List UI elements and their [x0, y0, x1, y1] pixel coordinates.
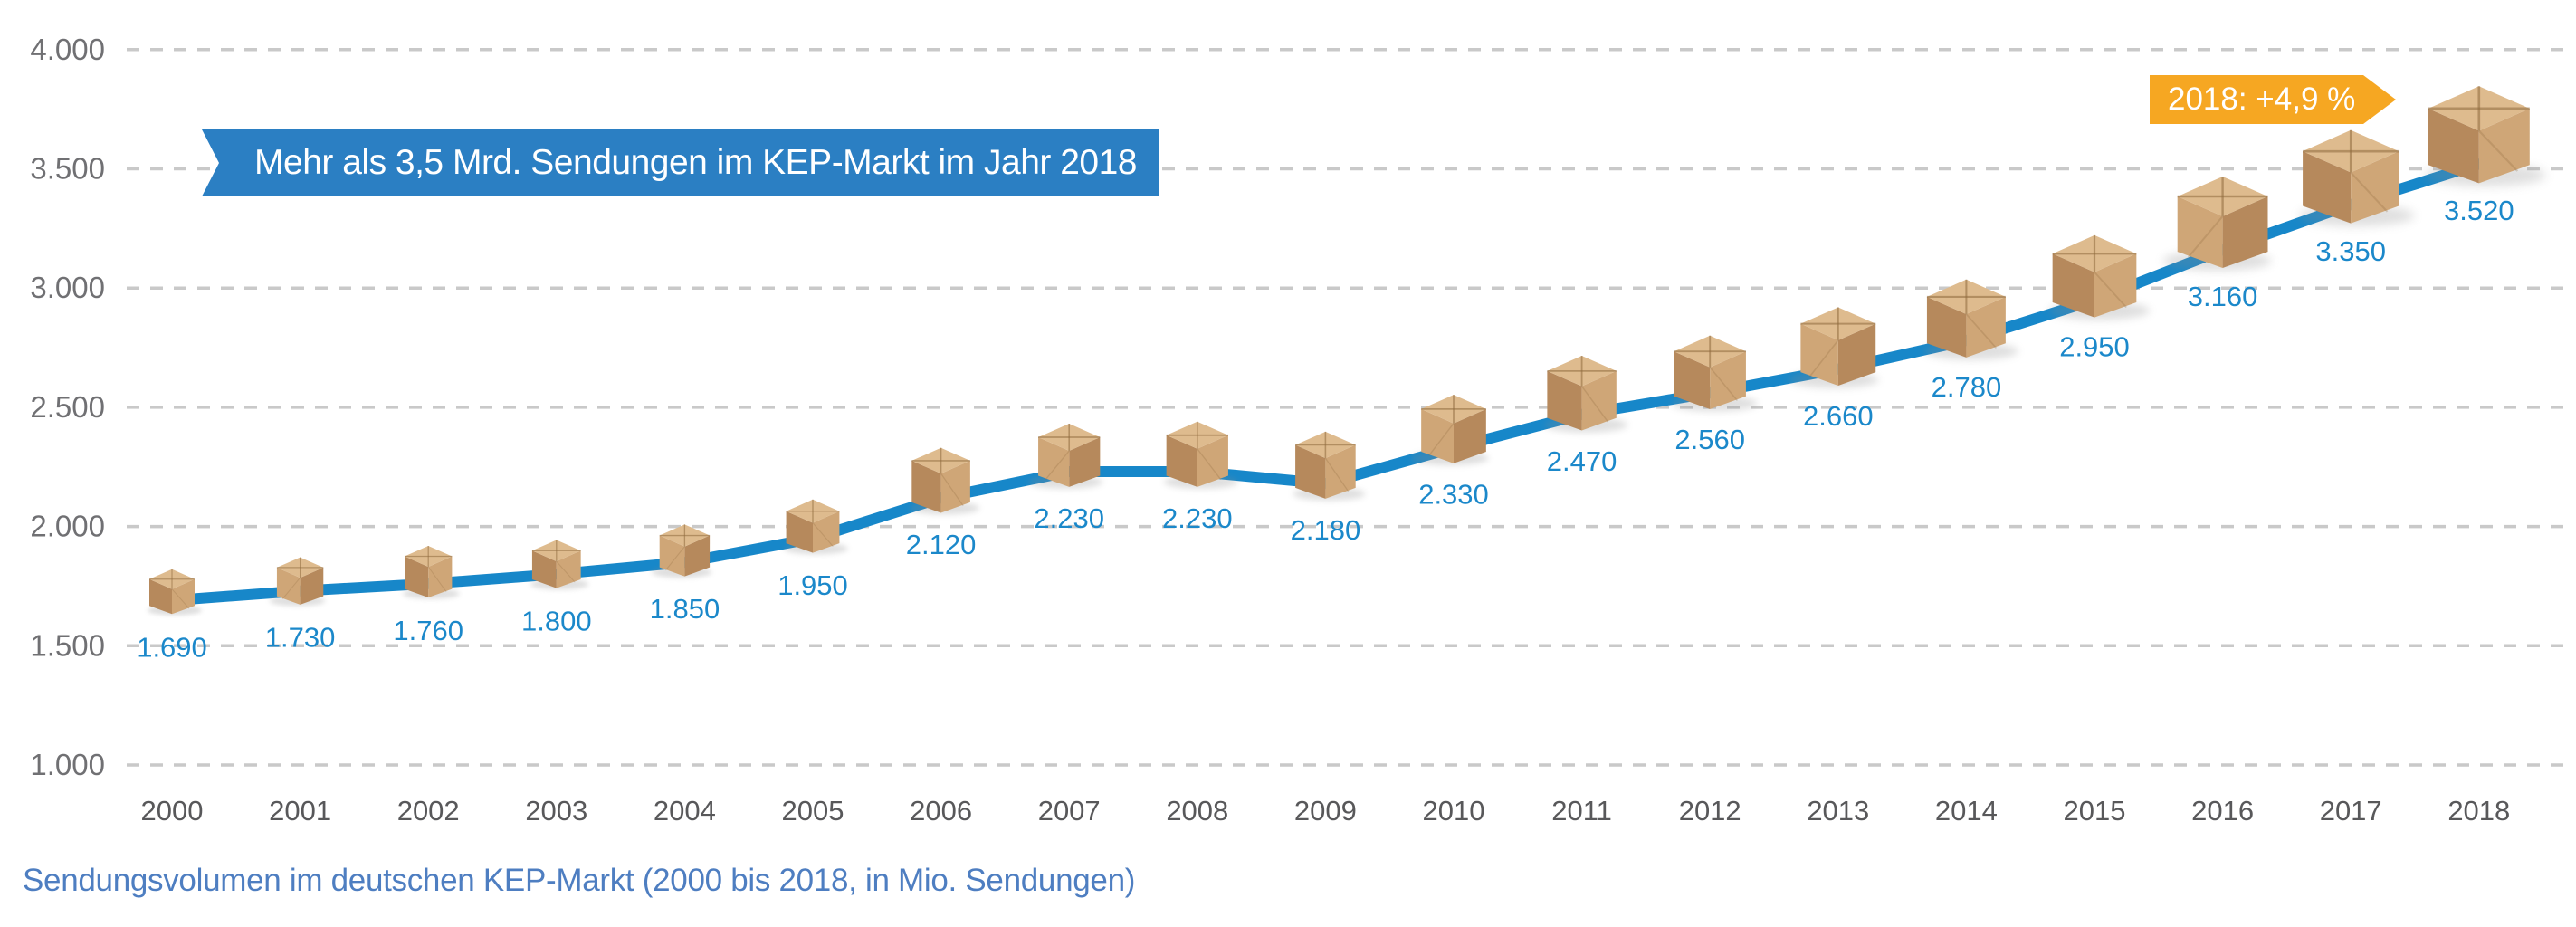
data-point-value-label: 2.780	[1932, 371, 2002, 403]
x-axis-year-label: 2015	[2064, 795, 2126, 827]
x-axis-year-label: 2014	[1935, 795, 1998, 827]
y-axis-tick-label: 2.500	[30, 390, 105, 424]
y-axis-tick-label: 2.000	[30, 510, 105, 543]
package-box-icon	[2298, 129, 2415, 226]
package-box-icon	[269, 557, 326, 607]
x-axis-year-label: 2008	[1166, 795, 1228, 827]
growth-arrow-badge-text: 2018: +4,9 %	[2168, 81, 2356, 117]
x-axis-year-label: 2013	[1807, 795, 1869, 827]
x-axis-year-label: 2000	[141, 795, 204, 827]
headline-ribbon-text: Mehr als 3,5 Mrd. Sendungen im KEP-Markt…	[254, 143, 1137, 182]
data-point-value-label: 2.180	[1291, 514, 1361, 546]
x-axis-year-label: 2009	[1294, 795, 1357, 827]
package-box-icon	[1923, 279, 2018, 360]
data-point-value-label: 3.520	[2444, 195, 2514, 226]
x-axis-year-label: 2002	[397, 795, 460, 827]
x-axis-year-label: 2006	[910, 795, 972, 827]
data-point-value-label: 1.950	[778, 569, 848, 601]
data-point-value-label: 2.230	[1034, 502, 1104, 534]
y-axis-tick-label: 4.000	[30, 33, 105, 66]
package-box-icon	[1163, 421, 1238, 489]
package-box-icon	[784, 499, 848, 555]
data-point-value-label: 2.560	[1674, 424, 1745, 455]
data-point-value-label: 3.160	[2188, 281, 2258, 312]
data-point-value-label: 3.350	[2315, 235, 2386, 267]
package-box-icon	[148, 569, 202, 616]
data-point-value-label: 2.120	[906, 529, 977, 560]
data-point-value-label: 1.730	[265, 622, 336, 654]
y-axis-tick-label: 3.000	[30, 271, 105, 304]
y-axis-tick-label: 1.000	[30, 748, 105, 781]
package-box-icon	[1293, 431, 1366, 501]
data-point-value-label: 2.330	[1418, 479, 1489, 511]
package-box-icon	[2162, 177, 2272, 272]
x-axis-year-label: 2004	[654, 795, 716, 827]
headline-ribbon: Mehr als 3,5 Mrd. Sendungen im KEP-Markt…	[202, 129, 1159, 196]
data-point-value-label: 2.230	[1162, 502, 1233, 534]
y-axis-tick-label: 1.500	[30, 628, 105, 662]
x-axis-year-label: 2012	[1679, 795, 1741, 827]
x-axis-year-label: 2005	[782, 795, 844, 827]
package-box-icon	[651, 524, 712, 578]
data-point-value-label: 1.760	[393, 615, 463, 646]
data-point-value-label: 2.470	[1547, 445, 1617, 477]
x-axis-year-label: 2010	[1423, 795, 1485, 827]
package-box-icon	[1028, 423, 1103, 489]
package-box-icon	[2048, 234, 2151, 320]
package-box-icon	[1671, 335, 1758, 412]
package-box-icon	[402, 546, 460, 599]
x-axis-year-label: 2011	[1551, 795, 1612, 827]
data-point-value-label: 2.950	[2059, 330, 2130, 362]
x-axis-year-label: 2016	[2191, 795, 2254, 827]
data-point-value-label: 2.660	[1803, 400, 1874, 432]
x-axis-year-label: 2017	[2320, 795, 2382, 827]
package-box-icon	[1544, 356, 1628, 433]
data-point-value-label: 1.800	[521, 605, 592, 636]
package-box-icon	[2424, 86, 2546, 186]
x-axis-year-label: 2007	[1038, 795, 1101, 827]
data-point-value-label: 1.850	[650, 593, 720, 625]
x-axis-year-label: 2003	[525, 795, 587, 827]
package-box-icon	[1789, 307, 1879, 388]
package-box-icon	[1410, 395, 1489, 465]
chart-caption: Sendungsvolumen im deutschen KEP-Markt (…	[23, 863, 1136, 898]
x-axis-year-label: 2001	[269, 795, 331, 827]
package-box-icon	[530, 540, 589, 590]
growth-arrow-badge: 2018: +4,9 %	[2150, 75, 2396, 124]
x-axis-year-label: 2018	[2447, 795, 2510, 827]
data-point-value-label: 1.690	[137, 631, 207, 663]
package-box-icon	[909, 447, 980, 515]
y-axis-tick-label: 3.500	[30, 152, 105, 186]
